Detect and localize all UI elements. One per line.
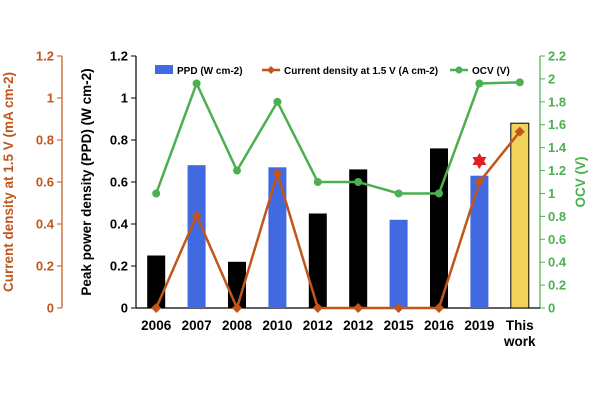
- right-axis-tick-label: 2.2: [548, 49, 566, 64]
- x-tick-label: 2012: [303, 318, 333, 333]
- series-point: [435, 189, 443, 198]
- x-tick-label: 2010: [262, 318, 292, 333]
- right-axis-tick-label: 0.4: [548, 255, 567, 270]
- x-tick-label: 2006: [141, 318, 172, 333]
- series-point: [475, 79, 484, 88]
- series-point: [273, 97, 282, 106]
- far-left-axis-label: Current density at 1.5 V (mA cm-2): [1, 72, 16, 292]
- labels-layer: 0 0.2 0.4 0.6 0.8 1 1.2 Peak power density (PPD…: [1, 49, 588, 350]
- series-line: [155, 130, 521, 312]
- bars-layer: [147, 122, 530, 309]
- right-axis-tick-label: 1.6: [548, 117, 566, 132]
- legend-swatch: [155, 65, 173, 74]
- far-left-axis-tick-label: 0: [47, 301, 54, 316]
- right-axis-tick-label: 2: [548, 71, 555, 86]
- series-point: [272, 168, 283, 179]
- right-axis-tick-label: 0.2: [548, 278, 566, 293]
- series-point: [233, 166, 241, 175]
- series-point: [474, 177, 485, 187]
- left-axis-label: Peak power density (PPD) (W cm-2): [79, 68, 94, 295]
- left-axis-tick-label: 0: [121, 301, 128, 316]
- legend-label: Current density at 1.5 V (A cm-2): [284, 66, 438, 77]
- left-axis-tick-label: 0.6: [110, 175, 128, 190]
- legend-label: OCV (V): [472, 66, 510, 77]
- left-axis-tick-label: 0.4: [110, 217, 129, 232]
- left-axis-tick-label: 0.2: [110, 259, 128, 274]
- bar: [389, 219, 408, 308]
- series-point: [191, 210, 202, 221]
- x-tick-label: This: [506, 318, 534, 333]
- series-line: [155, 80, 520, 195]
- right-axis-tick-label: 1.4: [548, 140, 567, 155]
- series-point: [515, 78, 524, 87]
- legend-marker: [455, 66, 463, 74]
- series-point: [151, 303, 162, 313]
- bar: [470, 175, 489, 308]
- x-tick-label: 2015: [384, 318, 415, 333]
- right-axis-tick-label: 0: [548, 301, 555, 316]
- x-tick-label: 2012: [343, 318, 373, 333]
- series-point: [353, 303, 364, 313]
- bar: [349, 169, 368, 308]
- x-tick-label: 2016: [424, 318, 455, 333]
- right-axis-tick-label: 0.6: [548, 232, 566, 247]
- x-tick-label: 2019: [464, 318, 494, 333]
- legend-label: PPD (W cm-2): [177, 66, 243, 77]
- series-point: [313, 178, 322, 186]
- series-point: [514, 126, 525, 137]
- star-annotation: [472, 157, 487, 169]
- bar: [187, 165, 206, 308]
- x-tick-label: 2008: [222, 318, 253, 333]
- left-axis-tick-label: 0.8: [110, 133, 128, 148]
- far-left-axis-tick-label: 0.4: [36, 217, 55, 232]
- far-left-axis-tick-label: 0.6: [36, 175, 54, 190]
- series-point: [192, 79, 201, 88]
- far-left-axis-tick-label: 1: [47, 91, 54, 106]
- series-point: [354, 178, 363, 186]
- right-axis-tick-label: 1.8: [548, 94, 566, 109]
- bar: [308, 213, 327, 308]
- right-axis-tick-label: 1: [548, 186, 555, 201]
- right-axis-label: OCV (V): [573, 156, 588, 207]
- far-left-axis-tick-label: 0.8: [36, 133, 54, 148]
- legend-layer: PPD (W cm-2) Current density at 1.5 V (A …: [155, 65, 510, 77]
- lines-layer: [151, 78, 525, 313]
- legend-marker: [267, 66, 275, 74]
- series-point: [312, 303, 323, 313]
- series-point: [393, 303, 404, 313]
- bar: [268, 167, 287, 308]
- right-axis-tick-label: 1.2: [548, 163, 566, 178]
- far-left-axis-tick-label: 0.2: [36, 259, 54, 274]
- x-tick-label: work: [503, 334, 536, 349]
- left-axis-tick-label: 1: [121, 91, 128, 106]
- x-tick-label: 2007: [182, 318, 212, 333]
- series-point: [232, 303, 242, 313]
- left-axis-tick-label: 1.2: [110, 49, 128, 64]
- bar: [510, 122, 530, 309]
- right-axis-tick-label: 0.8: [548, 209, 566, 224]
- series-point: [394, 189, 403, 198]
- series-point: [152, 189, 161, 198]
- bar: [147, 255, 166, 308]
- bar: [430, 148, 448, 308]
- far-left-axis-tick-label: 1.2: [36, 49, 54, 64]
- series-point: [434, 303, 444, 313]
